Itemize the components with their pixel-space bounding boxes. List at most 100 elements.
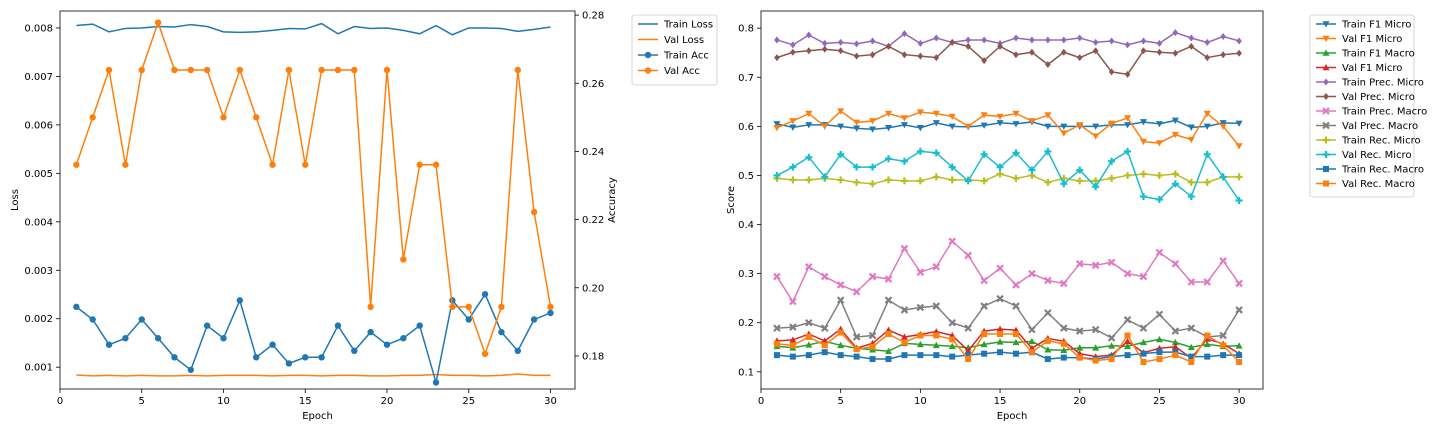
legend-label: Val Prec. Macro	[1342, 121, 1418, 132]
data-point	[949, 353, 956, 360]
data-point	[1044, 346, 1052, 353]
legend-item: Train Loss	[638, 20, 713, 31]
legend-label: Val F1 Micro	[1342, 63, 1402, 74]
legend-item: Val Prec. Micro	[1316, 92, 1415, 103]
y-tick-label: 0.005	[24, 169, 53, 180]
data-point	[1155, 140, 1163, 147]
data-point	[1012, 149, 1020, 157]
data-point	[980, 302, 988, 310]
data-point	[916, 109, 924, 116]
data-point	[1092, 47, 1099, 55]
data-point	[789, 342, 796, 349]
data-point	[1188, 34, 1195, 42]
data-point	[236, 297, 244, 304]
data-point	[821, 45, 828, 53]
data-point	[917, 39, 924, 47]
data-point	[1028, 118, 1036, 125]
legend-item: Train F1 Macro	[1316, 49, 1415, 60]
legend-marker	[1322, 121, 1330, 130]
series-line	[776, 110, 1240, 147]
legend-label: Train F1 Micro	[1341, 20, 1411, 31]
data-point	[1108, 120, 1116, 127]
data-point	[868, 272, 877, 281]
data-point	[285, 360, 293, 367]
data-point	[916, 147, 924, 155]
data-point	[351, 347, 358, 355]
data-point	[1235, 173, 1243, 181]
data-point	[996, 264, 1004, 273]
series-1	[773, 117, 1243, 133]
data-point	[1012, 110, 1020, 118]
legend-label: Val Acc	[664, 66, 700, 77]
data-point	[1188, 353, 1195, 360]
data-point	[1155, 248, 1164, 257]
data-point	[853, 40, 860, 48]
data-point	[1044, 147, 1052, 155]
data-point	[949, 38, 956, 46]
data-point	[885, 42, 892, 50]
data-point	[1076, 354, 1083, 361]
data-point	[1235, 279, 1243, 288]
data-point	[1236, 37, 1242, 45]
data-point	[933, 332, 940, 339]
y2-tick-label: 0.18	[582, 351, 604, 362]
legend-box	[631, 14, 718, 86]
data-point	[1060, 123, 1068, 130]
x-tick-label: 20	[381, 396, 394, 407]
data-point	[514, 347, 521, 355]
series-7	[773, 237, 1243, 306]
data-point	[1156, 356, 1163, 363]
legend-marker	[1322, 35, 1330, 42]
data-point	[1139, 170, 1147, 178]
data-point	[773, 171, 781, 179]
data-point	[773, 272, 781, 281]
data-point	[805, 122, 813, 129]
data-point	[1203, 123, 1211, 130]
data-point	[122, 161, 129, 168]
legend-marker	[1322, 49, 1330, 56]
legend-label: Train Loss	[663, 20, 713, 31]
data-point	[530, 208, 538, 216]
data-point	[837, 47, 844, 55]
legend-item: Val F1 Micro	[1316, 34, 1402, 45]
data-point	[1108, 157, 1116, 165]
data-point	[498, 303, 505, 311]
data-point	[498, 328, 505, 336]
y-tick-label: 0.2	[738, 318, 754, 329]
legend-marker	[1322, 21, 1330, 28]
x-tick-label: 10	[217, 396, 230, 407]
legend-item: Train F1 Micro	[1316, 20, 1411, 31]
data-point	[996, 163, 1004, 171]
data-point	[89, 114, 96, 121]
data-point	[837, 341, 845, 349]
data-point	[1107, 334, 1116, 342]
data-point	[1060, 130, 1068, 137]
data-point	[869, 343, 876, 350]
data-point	[916, 125, 924, 132]
data-point	[805, 262, 813, 271]
series-line	[776, 119, 1240, 131]
data-point	[1219, 120, 1227, 127]
legend-label: Val F1 Micro	[1342, 34, 1402, 45]
data-point	[774, 36, 780, 44]
data-point	[1220, 33, 1226, 41]
data-point	[773, 340, 780, 347]
data-point	[1076, 34, 1083, 42]
data-point	[1045, 61, 1051, 69]
data-point	[1092, 38, 1099, 46]
data-point	[1028, 166, 1036, 174]
y2-axis-label: Accuracy	[607, 177, 618, 223]
data-point	[1236, 359, 1243, 365]
data-point	[449, 303, 456, 311]
series-12	[773, 329, 1243, 365]
data-point	[1060, 340, 1067, 347]
data-point	[981, 350, 988, 357]
data-point	[996, 294, 1004, 303]
x-tick-label: 5	[837, 396, 843, 407]
data-point	[869, 180, 877, 188]
data-point	[821, 342, 828, 349]
data-point	[1171, 343, 1179, 350]
y-tick-label: 0.3	[738, 269, 754, 280]
data-point	[1156, 39, 1163, 47]
data-point	[171, 354, 178, 361]
